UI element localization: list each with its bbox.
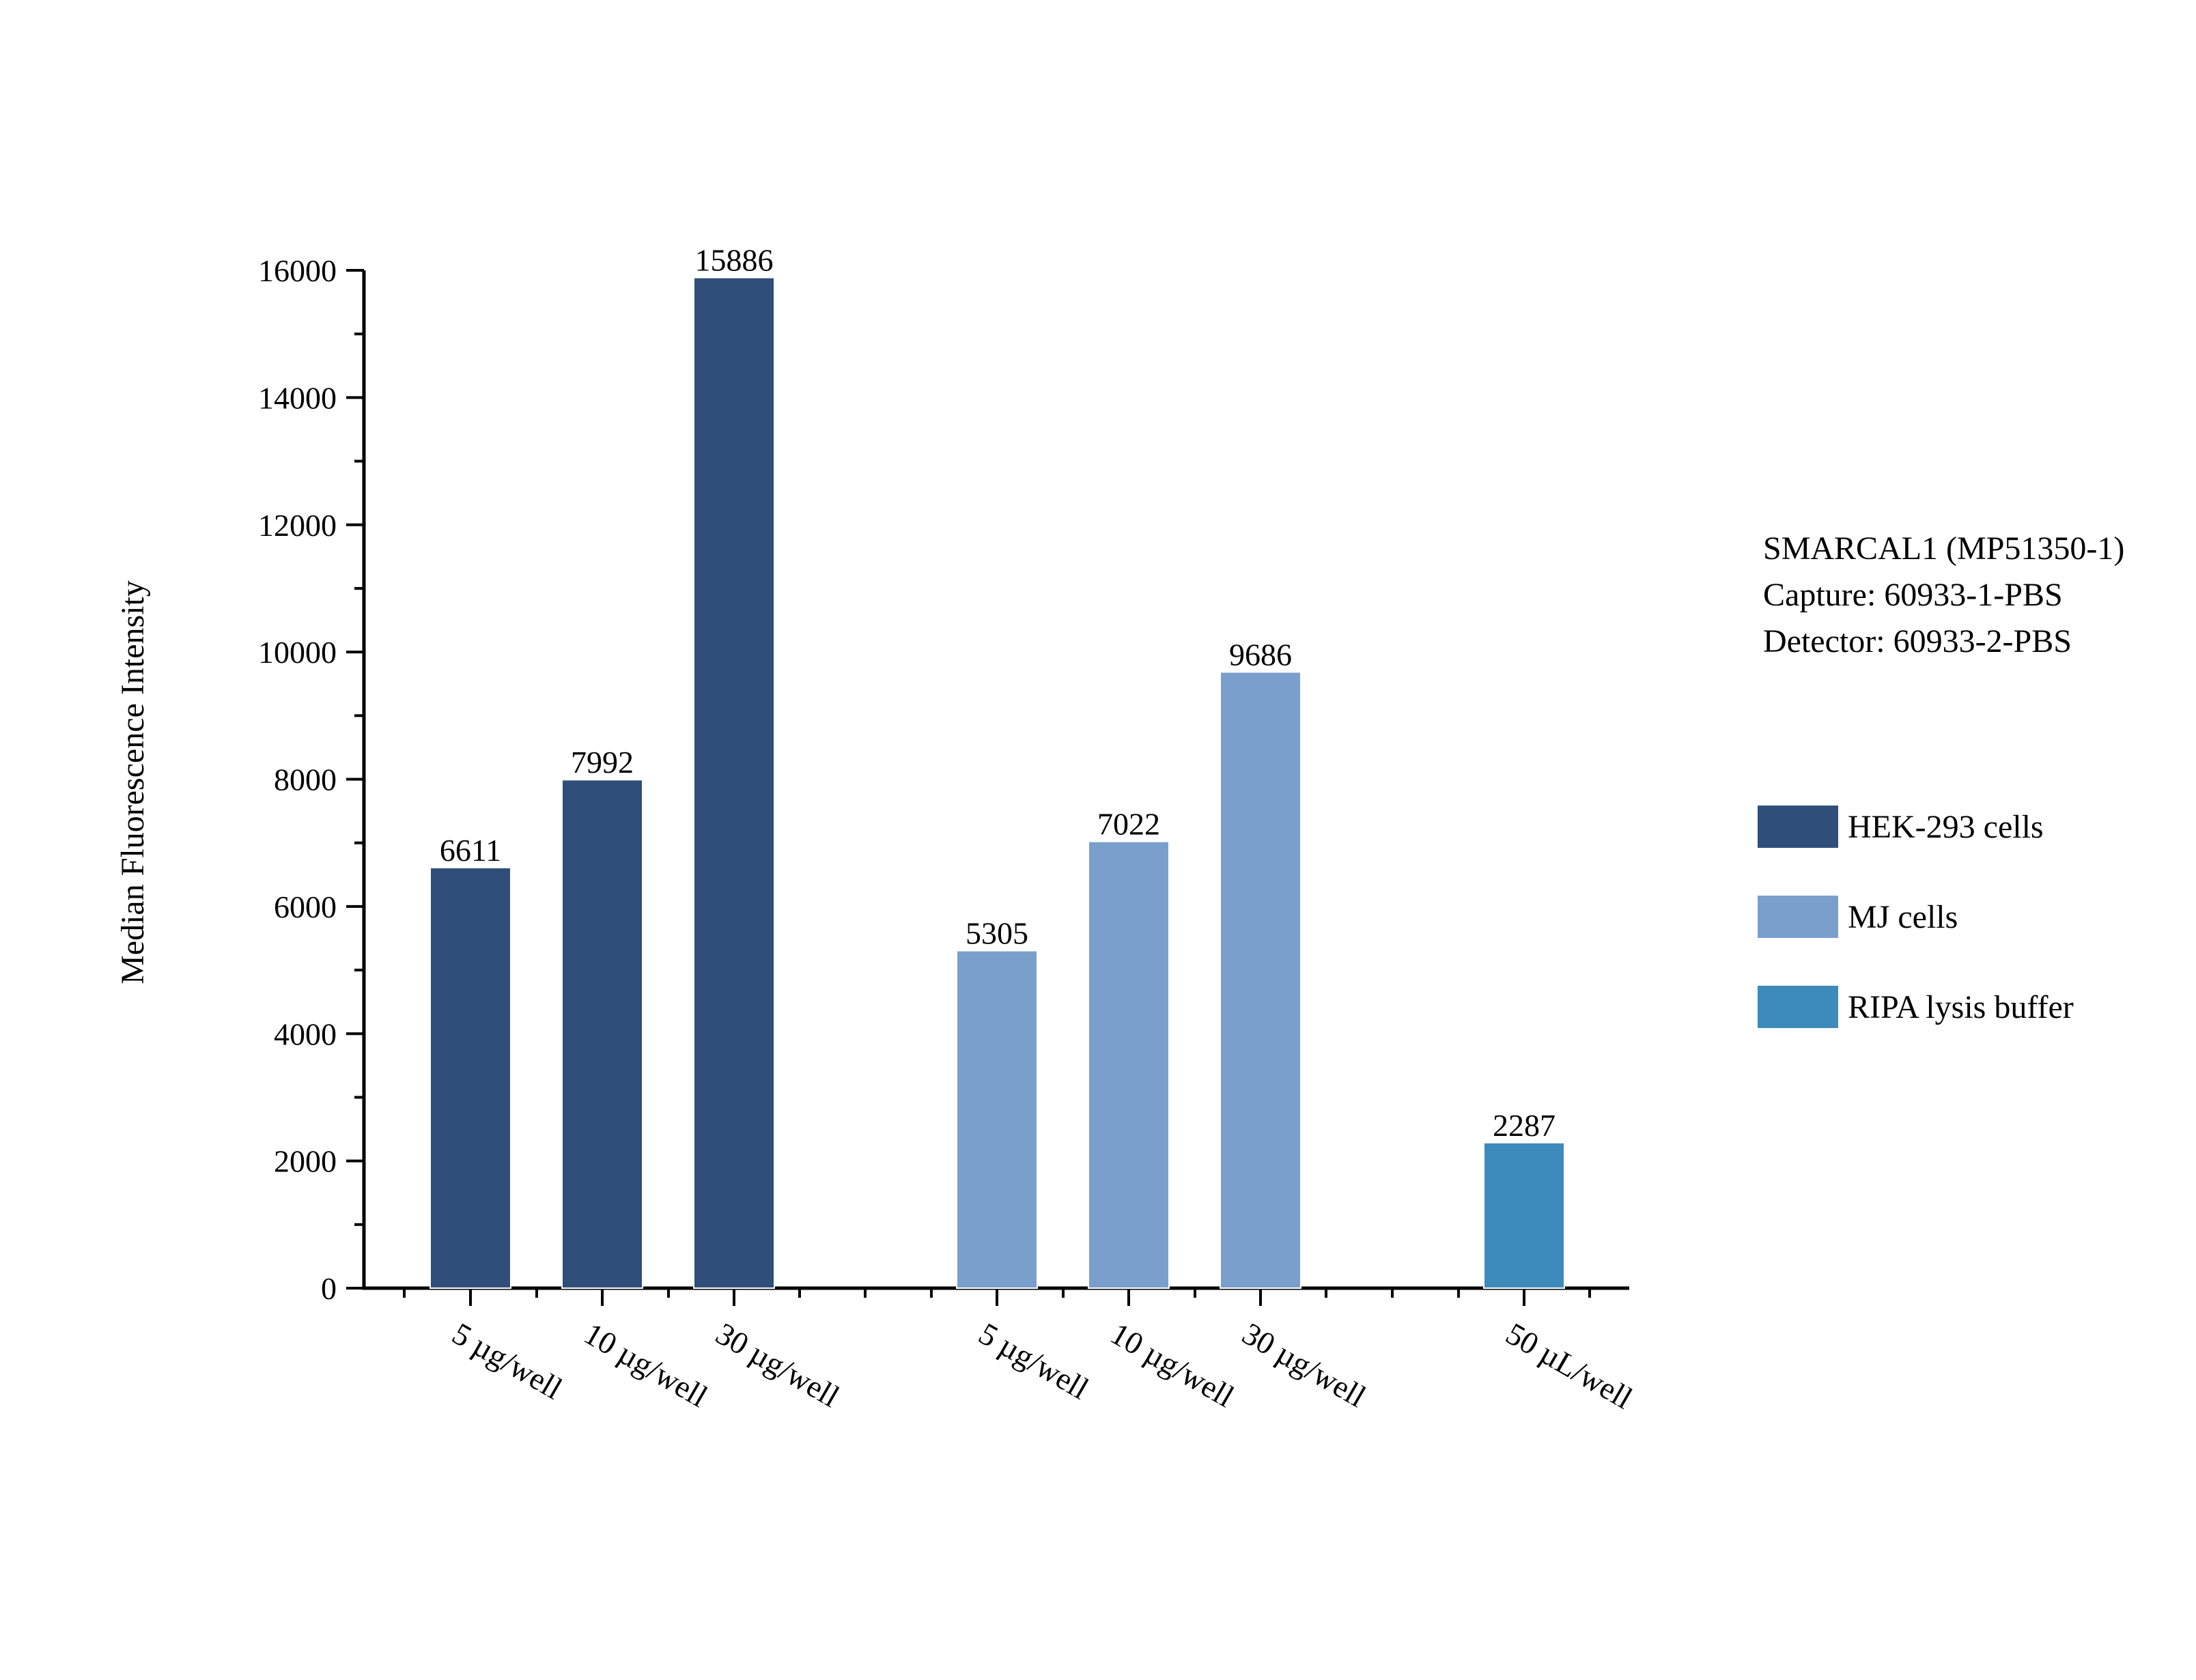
bars — [430, 276, 1565, 1289]
data-label: 15886 — [695, 243, 774, 278]
legend-swatch-ripa — [1758, 986, 1838, 1028]
x-tick-label: 10 µg/well — [1105, 1315, 1240, 1414]
x-tick-label: 30 µg/well — [710, 1315, 845, 1414]
bar — [561, 779, 643, 1289]
data-label: 9686 — [1229, 637, 1292, 672]
y-tick-label: 16000 — [258, 253, 337, 288]
bar — [1220, 671, 1301, 1289]
legend: HEK-293 cells MJ cells RIPA lysis buffer — [1758, 806, 2074, 1076]
y-tick-label: 10000 — [258, 635, 337, 670]
legend-label-ripa: RIPA lysis buffer — [1848, 988, 2074, 1025]
annotation-line-target: SMARCAL1 (MP51350-1) — [1763, 530, 2125, 567]
y-tick-label: 0 — [321, 1271, 337, 1306]
annotation-line-detector: Detector: 60933-2-PBS — [1763, 623, 2072, 659]
y-tick-label: 8000 — [274, 763, 337, 797]
y-tick-label: 14000 — [258, 380, 337, 415]
y-axis: 0 2000 4000 6000 8000 10000 12000 14000 16000 — [258, 253, 366, 1306]
bar — [693, 276, 775, 1289]
data-labels: 6611 7992 15886 5305 7022 9686 2287 — [440, 243, 1556, 1143]
data-label: 6611 — [440, 833, 501, 868]
data-label: 5305 — [966, 916, 1028, 951]
x-tick-label: 10 µg/well — [578, 1315, 714, 1414]
legend-swatch-mj — [1758, 896, 1838, 938]
bar — [956, 950, 1038, 1289]
x-axis — [363, 1286, 1629, 1306]
legend-item-ripa: RIPA lysis buffer — [1758, 986, 2074, 1028]
chart-annotation: SMARCAL1 (MP51350-1) Capture: 60933-1-PB… — [1763, 526, 2124, 665]
x-tick-label: 30 µg/well — [1237, 1315, 1372, 1414]
x-tick-label: 5 µg/well — [447, 1315, 568, 1406]
x-tick-label: 5 µg/well — [973, 1315, 1095, 1406]
y-tick-label: 12000 — [258, 508, 337, 543]
annotation-line-capture: Capture: 60933-1-PBS — [1763, 577, 2063, 613]
y-axis-title: Median Fluorescence Intensity — [115, 580, 151, 984]
bar — [1483, 1141, 1565, 1289]
data-label: 7992 — [571, 745, 634, 780]
legend-swatch-hek-293 — [1758, 806, 1838, 848]
x-tick-label: 50 µL/well — [1500, 1315, 1638, 1415]
bar — [1088, 840, 1170, 1289]
legend-item-mj: MJ cells — [1758, 896, 2074, 938]
legend-item-hek-293: HEK-293 cells — [1758, 806, 2074, 848]
legend-label-mj: MJ cells — [1848, 898, 1958, 935]
data-label: 2287 — [1493, 1108, 1556, 1143]
data-label: 7022 — [1097, 807, 1160, 842]
bar — [430, 866, 511, 1289]
y-tick-label: 6000 — [274, 889, 337, 924]
y-tick-label: 4000 — [274, 1016, 337, 1051]
y-tick-label: 2000 — [274, 1144, 337, 1179]
legend-label-hek-293: HEK-293 cells — [1848, 808, 2044, 845]
